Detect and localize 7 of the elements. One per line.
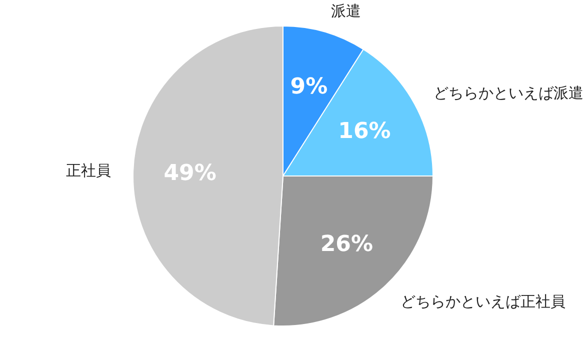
slice-label: 派遣 [330,2,361,20]
slice-label: どちらかといえば派遣 [434,84,584,102]
data-label: 16% [338,119,391,144]
data-label: 26% [320,232,373,257]
data-label: 9% [290,74,328,100]
slice-label: 正社員 [66,162,112,180]
slice-label: どちらかといえば正社員 [400,292,566,310]
